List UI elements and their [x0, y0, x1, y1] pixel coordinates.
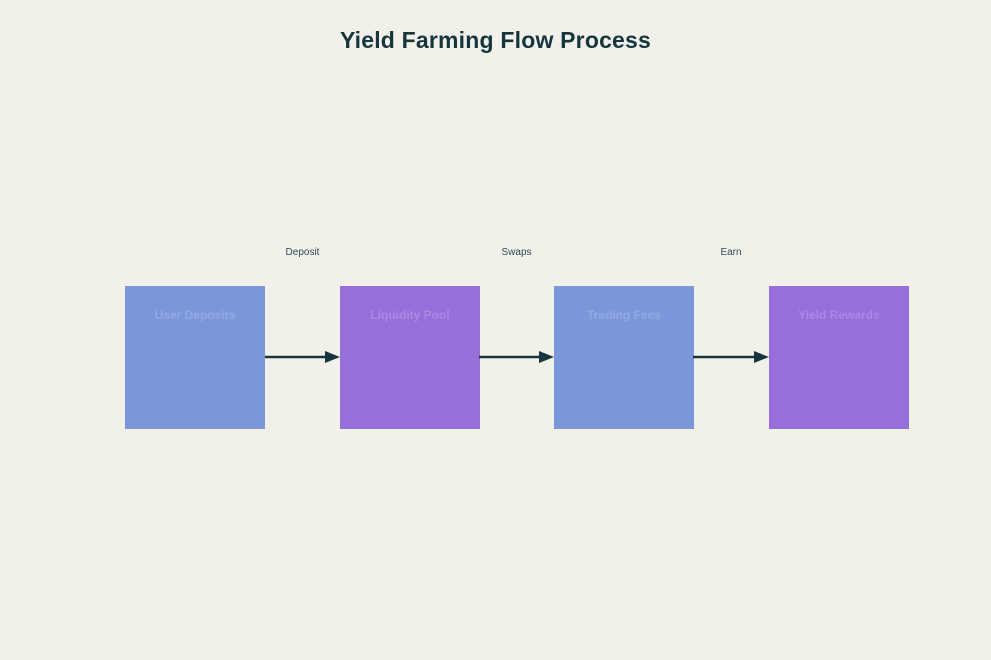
connector-label-earn: Earn: [720, 247, 742, 258]
flow-node-user-deposits[interactable]: User Deposits: [125, 286, 265, 429]
flow-node-yield-rewards[interactable]: Yield Rewards: [769, 286, 909, 429]
flow-node-liquidity-pool[interactable]: Liquidity Pool: [340, 286, 480, 429]
flow-connector-swaps: [479, 350, 554, 364]
flow-node-trading-fees[interactable]: Trading Fees: [554, 286, 694, 429]
flow-node-label: Liquidity Pool: [370, 308, 450, 322]
flow-connector-deposit: [265, 350, 340, 364]
connector-label-deposit: Deposit: [285, 247, 320, 258]
arrow-right-icon: [265, 351, 340, 363]
arrow-right-icon: [479, 351, 554, 363]
diagram-title: Yield Farming Flow Process: [339, 27, 652, 53]
flow-node-label: Yield Rewards: [798, 308, 880, 322]
flow-node-label: Trading Fees: [586, 308, 662, 322]
flow-connector-earn: [693, 350, 769, 364]
arrow-right-icon: [693, 351, 769, 363]
flow-node-label: User Deposits: [154, 308, 236, 322]
connector-label-swaps: Swaps: [501, 247, 532, 258]
